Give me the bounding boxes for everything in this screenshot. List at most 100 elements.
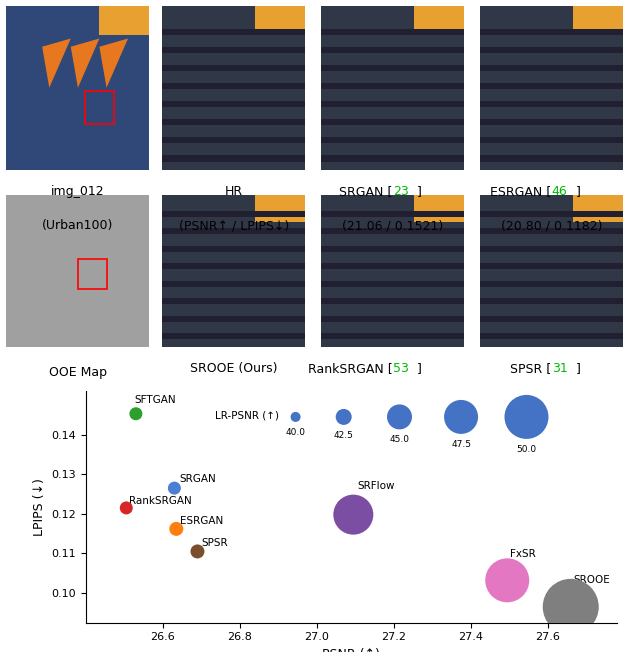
Bar	[162, 101, 305, 108]
Text: ESRGAN [: ESRGAN [	[490, 185, 552, 198]
Bar	[321, 263, 464, 269]
Bar	[480, 155, 623, 162]
Ellipse shape	[387, 404, 412, 430]
Bar	[99, 6, 149, 35]
Bar	[162, 137, 305, 143]
Ellipse shape	[543, 579, 598, 635]
Bar	[414, 6, 464, 35]
Ellipse shape	[444, 400, 478, 434]
Ellipse shape	[333, 495, 373, 535]
Bar	[480, 281, 623, 287]
Text: 53: 53	[393, 363, 408, 376]
Bar	[573, 194, 623, 222]
Bar	[162, 263, 305, 269]
Bar	[321, 101, 464, 108]
Bar	[6, 194, 149, 347]
Text: ESRGAN: ESRGAN	[180, 516, 223, 526]
Bar	[480, 228, 623, 234]
Text: (21.06 / 0.1521): (21.06 / 0.1521)	[342, 219, 443, 232]
Ellipse shape	[169, 522, 183, 536]
Bar	[162, 211, 305, 216]
Ellipse shape	[190, 544, 204, 559]
Bar	[162, 6, 305, 170]
Text: (21.27 / 0.1241): (21.27 / 0.1241)	[501, 396, 602, 409]
Bar	[321, 333, 464, 340]
Bar	[162, 194, 305, 347]
Bar	[480, 83, 623, 89]
Bar	[85, 91, 114, 124]
Bar	[480, 101, 623, 108]
Bar	[480, 298, 623, 304]
Bar	[480, 316, 623, 322]
Bar	[321, 119, 464, 125]
X-axis label: PSNR (↑): PSNR (↑)	[322, 648, 380, 652]
Text: 47.5: 47.5	[451, 440, 471, 449]
Bar	[162, 246, 305, 252]
Bar	[162, 65, 305, 71]
Bar	[162, 228, 305, 234]
Bar	[480, 137, 623, 143]
Text: SRGAN [: SRGAN [	[340, 185, 393, 198]
Bar	[480, 333, 623, 340]
Bar	[162, 155, 305, 162]
Bar	[162, 119, 305, 125]
Ellipse shape	[168, 482, 181, 495]
Bar	[255, 194, 305, 222]
Text: RankSRGAN: RankSRGAN	[129, 496, 192, 506]
Bar	[321, 194, 464, 347]
Text: SPSR [: SPSR [	[511, 363, 552, 376]
Bar	[480, 29, 623, 35]
Text: ]: ]	[576, 185, 581, 198]
Text: HR: HR	[225, 185, 243, 198]
Text: SFTGAN: SFTGAN	[134, 395, 176, 405]
Bar	[162, 333, 305, 340]
Bar	[321, 155, 464, 162]
Bar	[162, 281, 305, 287]
Text: 46: 46	[552, 185, 567, 198]
Text: 40.0: 40.0	[286, 428, 305, 437]
Bar	[480, 119, 623, 125]
Text: FxSR: FxSR	[510, 548, 536, 559]
Bar	[321, 246, 464, 252]
Text: RankSRGAN [: RankSRGAN [	[308, 363, 393, 376]
Text: 50.0: 50.0	[516, 445, 537, 454]
Ellipse shape	[336, 409, 352, 425]
Bar	[321, 281, 464, 287]
Bar	[321, 316, 464, 322]
Ellipse shape	[485, 558, 529, 602]
Bar	[480, 65, 623, 71]
Bar	[321, 47, 464, 53]
Bar	[162, 316, 305, 322]
Bar	[321, 228, 464, 234]
Bar	[480, 246, 623, 252]
Bar	[321, 83, 464, 89]
Ellipse shape	[291, 412, 301, 422]
Text: SPSR: SPSR	[202, 539, 228, 548]
Text: SRFlow: SRFlow	[357, 481, 395, 491]
Bar	[480, 6, 623, 170]
Text: OOE Map: OOE Map	[49, 366, 107, 379]
Bar	[162, 47, 305, 53]
Text: ]: ]	[417, 363, 422, 376]
Bar	[321, 298, 464, 304]
Polygon shape	[42, 38, 71, 88]
Bar	[480, 194, 623, 347]
Text: SROOE (Ours): SROOE (Ours)	[190, 363, 277, 376]
Bar	[480, 263, 623, 269]
Bar	[321, 65, 464, 71]
Text: 42.5: 42.5	[334, 431, 354, 440]
Text: SRGAN: SRGAN	[179, 474, 216, 484]
Text: 23: 23	[393, 185, 408, 198]
Bar	[255, 6, 305, 35]
Text: 45.0: 45.0	[389, 436, 410, 445]
Text: (Urban100): (Urban100)	[42, 219, 114, 232]
Text: (PSNR↑ / LPIPS↓): (PSNR↑ / LPIPS↓)	[179, 219, 289, 232]
Text: (20.80 / 0.1182): (20.80 / 0.1182)	[501, 219, 602, 232]
Bar	[321, 137, 464, 143]
Bar	[480, 47, 623, 53]
Text: (21.71 / 0.1030): (21.71 / 0.1030)	[183, 396, 284, 409]
Bar	[162, 298, 305, 304]
Text: ]: ]	[417, 185, 422, 198]
Polygon shape	[71, 38, 99, 88]
Ellipse shape	[129, 408, 142, 421]
